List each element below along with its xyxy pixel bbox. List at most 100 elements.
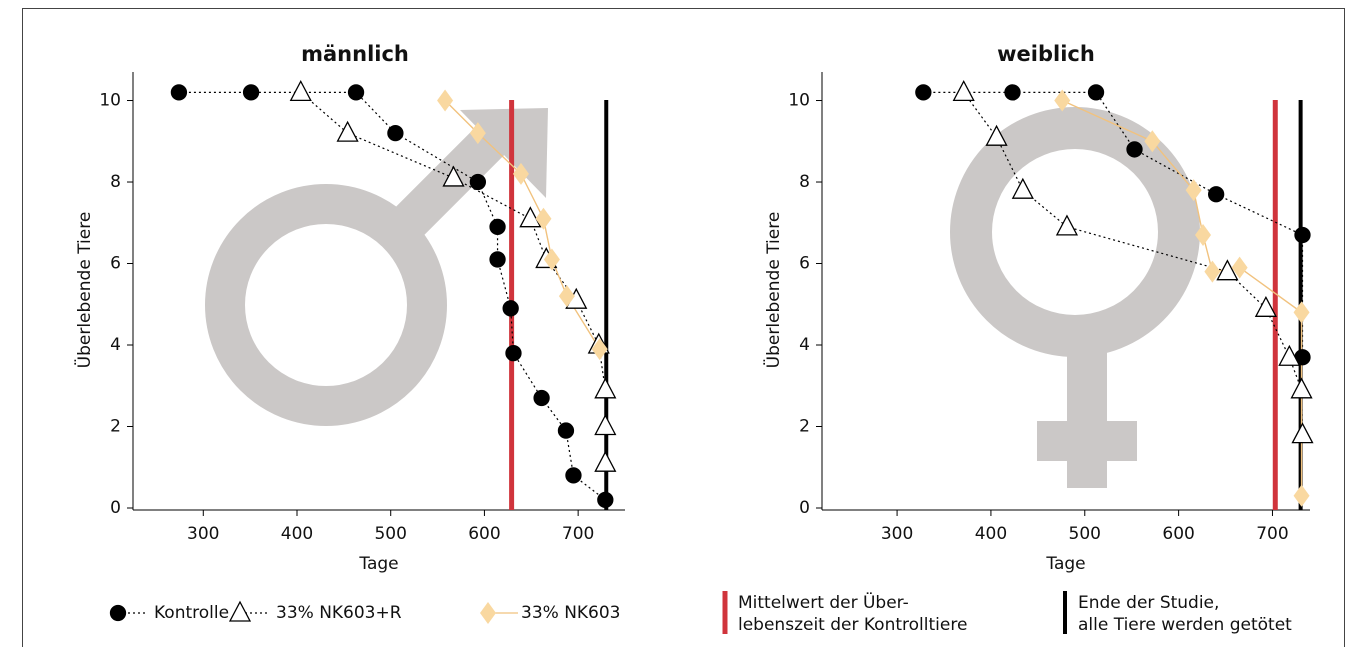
data-point (437, 89, 454, 112)
y-tick-label: 10 (99, 91, 121, 111)
plots: männlich 0 2 4 6 8 10 300 400 500 600 700 Tage Überle… (73, 42, 1314, 574)
y-tick-label: 2 (799, 417, 810, 437)
data-point (170, 84, 188, 101)
y-tick-label: 2 (110, 417, 121, 437)
legend-reference-label: alle Tiere werden getötet (1078, 615, 1292, 635)
data-point (594, 377, 617, 399)
data-point (1055, 214, 1079, 236)
chart: männlich 0 2 4 6 8 10 300 400 500 600 700 Tage Überle… (73, 42, 625, 574)
y-tick-label: 4 (799, 335, 810, 355)
chart: weiblich 0 2 4 6 8 10 300 400 500 600 700 Tage Überle… (762, 42, 1314, 574)
y-tick-label: 10 (788, 91, 810, 111)
data-point (347, 84, 365, 101)
x-tick-label: 600 (1162, 524, 1194, 544)
data-point (1293, 484, 1310, 507)
y-axis-label: Überlebende Tiere (73, 212, 95, 369)
data-point (505, 345, 522, 362)
female-crossbar (1037, 421, 1137, 461)
data-point (915, 84, 932, 101)
data-point (469, 122, 486, 145)
female-stem (1067, 352, 1107, 488)
data-point (533, 389, 550, 407)
x-tick-label: 500 (374, 524, 406, 544)
y-axis-label: Überlebende Tiere (762, 212, 784, 369)
data-point (336, 120, 359, 142)
data-point (535, 207, 552, 230)
data-point (242, 84, 260, 101)
data-point (594, 450, 617, 472)
data-point (1216, 259, 1239, 281)
male-ring (205, 184, 447, 426)
x-tick-label: 400 (281, 524, 313, 544)
data-point (387, 124, 404, 142)
legend: Kontrolle 33% NK603+R 33% NK603 Mittelwert … (109, 591, 1292, 635)
x-tick-label: 600 (468, 524, 500, 544)
legend-marker (109, 604, 127, 622)
data-point (1290, 377, 1313, 399)
legend-label: 33% NK603 (521, 603, 621, 623)
data-point (1195, 223, 1212, 246)
frame (22, 8, 1345, 647)
y-tick-label: 0 (799, 498, 810, 518)
y-tick-label: 4 (110, 335, 121, 355)
data-point (985, 124, 1008, 146)
y-tick-label: 8 (799, 172, 810, 192)
data-point (1278, 344, 1301, 366)
data-point (442, 165, 465, 187)
x-tick-label: 700 (1256, 524, 1288, 544)
data-point (558, 285, 575, 308)
data-point (1126, 141, 1143, 158)
x-tick-label: 300 (881, 524, 913, 544)
series-line (1061, 99, 1303, 496)
data-point (1231, 256, 1248, 279)
data-point (565, 467, 582, 484)
series-line (963, 92, 1304, 435)
chart-title: männlich (301, 42, 409, 66)
data-point (1185, 179, 1202, 202)
data-point (543, 248, 560, 271)
data-point (489, 218, 506, 235)
data-point (1293, 301, 1310, 324)
legend-reference-label: Ende der Studie, (1078, 593, 1219, 613)
legend-marker (480, 602, 496, 624)
data-point (1291, 422, 1314, 444)
data-point (512, 162, 529, 185)
x-tick-label: 400 (975, 524, 1007, 544)
x-axis-label: Tage (358, 554, 398, 574)
data-point (1204, 260, 1221, 283)
data-point (1087, 84, 1105, 101)
data-point (289, 79, 312, 102)
data-point (1294, 226, 1311, 244)
y-tick-label: 8 (110, 172, 121, 192)
female-symbol (950, 107, 1200, 488)
y-tick-label: 6 (799, 254, 810, 274)
female-ring (950, 107, 1200, 357)
data-point (557, 422, 575, 439)
data-point (1011, 177, 1034, 199)
legend-reference-label: Mittelwert der Über- (738, 591, 909, 613)
y-tick-label: 0 (110, 498, 121, 518)
y-tick-label: 6 (110, 254, 121, 274)
legend-marker (228, 600, 252, 622)
x-tick-label: 300 (187, 524, 219, 544)
legend-reference-label: lebenszeit der Kontrolltiere (738, 615, 967, 635)
data-point (519, 206, 542, 228)
data-point (1254, 295, 1277, 317)
data-point (1208, 186, 1225, 203)
data-point (469, 173, 487, 191)
data-point (591, 338, 608, 361)
x-tick-label: 500 (1069, 524, 1101, 544)
chart-title: weiblich (997, 42, 1095, 66)
data-point (597, 491, 614, 509)
data-point (952, 79, 975, 102)
legend-label: 33% NK603+R (276, 603, 402, 623)
x-tick-label: 700 (562, 524, 594, 544)
data-point (1004, 84, 1021, 101)
legend-label: Kontrolle (154, 603, 229, 623)
data-point (1054, 89, 1071, 112)
data-point (594, 414, 617, 436)
x-axis-label: Tage (1045, 554, 1085, 574)
data-point (1144, 130, 1161, 153)
